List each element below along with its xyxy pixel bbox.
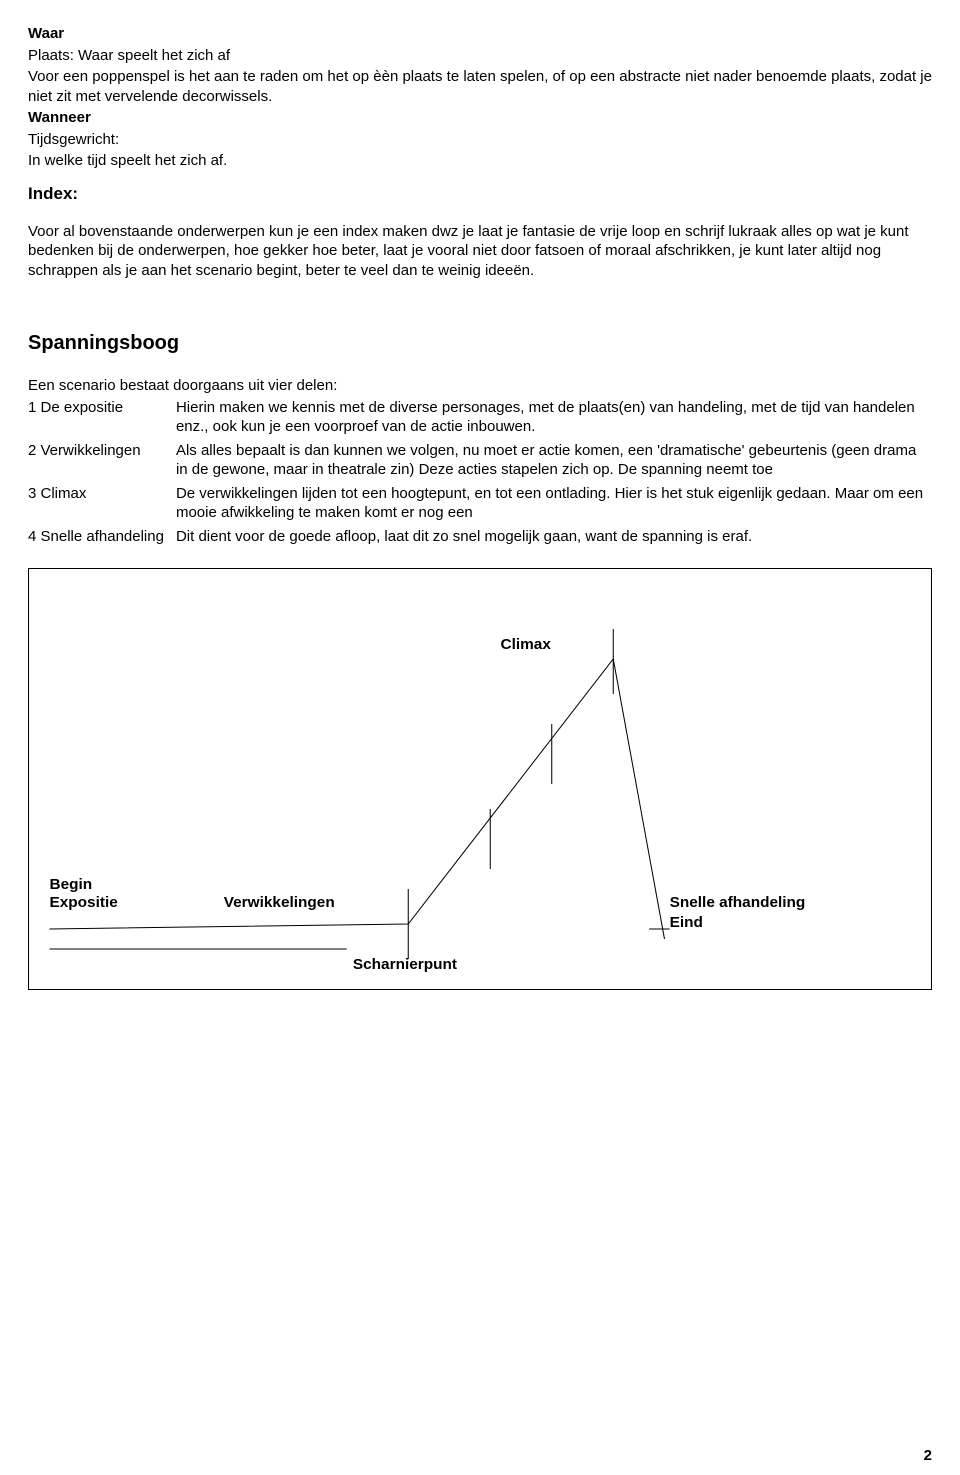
item-desc: De verwikkelingen lijden tot een hoogtep… bbox=[176, 484, 932, 527]
label-verwikkelingen: Verwikkelingen bbox=[224, 894, 335, 911]
label-eind: Eind bbox=[670, 914, 703, 931]
index-heading: Index: bbox=[28, 183, 932, 205]
table-row: 4 Snelle afhandeling Dit dient voor de g… bbox=[28, 527, 932, 551]
wanneer-body: In welke tijd speelt het zich af. bbox=[28, 151, 932, 171]
item-key: 1 De expositie bbox=[28, 398, 176, 441]
page-number: 2 bbox=[924, 1446, 932, 1466]
label-scharnierpunt: Scharnierpunt bbox=[353, 956, 457, 973]
waar-body: Voor een poppenspel is het aan te raden … bbox=[28, 67, 932, 106]
label-expositie: Expositie bbox=[50, 894, 118, 911]
table-row: 2 Verwikkelingen Als alles bepaalt is da… bbox=[28, 441, 932, 484]
label-climax: Climax bbox=[501, 636, 552, 653]
index-body: Voor al bovenstaande onderwerpen kun je … bbox=[28, 222, 932, 281]
label-begin: Begin bbox=[50, 876, 93, 893]
spanningsboog-diagram: Climax Begin Expositie Verwikkelingen Sc… bbox=[28, 568, 932, 990]
item-desc: Als alles bepaalt is dan kunnen we volge… bbox=[176, 441, 932, 484]
diagram-svg: Climax Begin Expositie Verwikkelingen Sc… bbox=[29, 569, 931, 989]
waar-line1: Plaats: Waar speelt het zich af bbox=[28, 46, 932, 66]
table-row: 1 De expositie Hierin maken we kennis me… bbox=[28, 398, 932, 441]
spanningsboog-intro: Een scenario bestaat doorgaans uit vier … bbox=[28, 376, 932, 396]
item-desc: Dit dient voor de goede afloop, laat dit… bbox=[176, 527, 932, 551]
wanneer-label: Tijdsgewricht: bbox=[28, 130, 932, 150]
item-key: 2 Verwikkelingen bbox=[28, 441, 176, 484]
item-desc: Hierin maken we kennis met de diverse pe… bbox=[176, 398, 932, 441]
spanningsboog-heading: Spanningsboog bbox=[28, 330, 932, 356]
waar-plaats-text: Waar speelt het zich af bbox=[78, 47, 230, 64]
waar-heading: Waar bbox=[28, 24, 932, 44]
table-row: 3 Climax De verwikkelingen lijden tot ee… bbox=[28, 484, 932, 527]
wanneer-heading: Wanneer bbox=[28, 108, 932, 128]
item-key: 3 Climax bbox=[28, 484, 176, 527]
waar-plaats-label: Plaats: bbox=[28, 47, 74, 64]
item-key: 4 Snelle afhandeling bbox=[28, 527, 176, 551]
spanningsboog-table: 1 De expositie Hierin maken we kennis me… bbox=[28, 398, 932, 551]
label-snelle: Snelle afhandeling bbox=[670, 894, 806, 911]
tension-curve bbox=[50, 659, 665, 939]
